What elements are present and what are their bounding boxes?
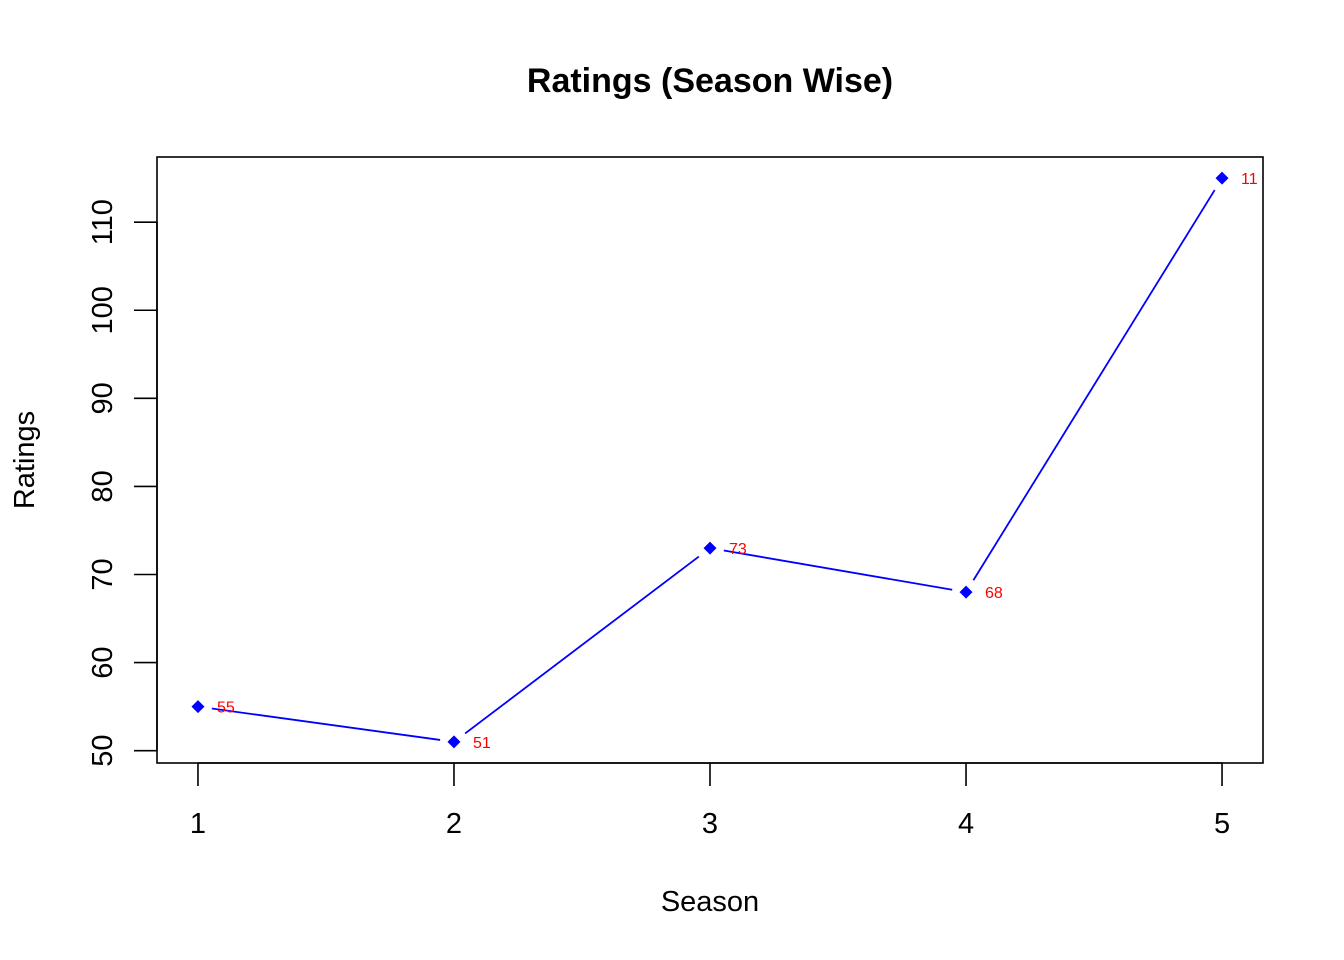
series-line-segment — [464, 555, 700, 735]
data-label: 73 — [729, 541, 747, 558]
y-tick-label: 50 — [87, 735, 119, 767]
y-tick-label: 90 — [87, 382, 119, 414]
data-label: 68 — [985, 585, 1003, 602]
x-axis: 1 2 3 4 5 — [190, 762, 1230, 840]
y-axis-label: Ratings — [9, 411, 41, 509]
x-axis-label: Season — [661, 886, 759, 918]
data-point-marker — [703, 541, 717, 555]
x-tick-label: 2 — [446, 808, 462, 840]
series-layer — [191, 171, 1229, 749]
series-line-segment — [723, 549, 953, 591]
y-tick-label: 110 — [87, 199, 119, 245]
y-tick-label: 60 — [87, 646, 119, 678]
y-tick-label: 100 — [87, 286, 119, 334]
plot-frame — [156, 156, 1264, 764]
x-tick-label: 5 — [1214, 808, 1230, 840]
chart-title: Ratings (Season Wise) — [527, 62, 893, 100]
x-tick-label: 4 — [958, 808, 974, 840]
y-tick-label: 70 — [87, 558, 119, 590]
series-line-segment — [972, 189, 1216, 581]
data-point-marker — [447, 735, 461, 749]
data-point-marker — [959, 585, 973, 599]
y-axis: 50 60 70 80 90 100 110 — [87, 199, 158, 767]
series-line-segment — [211, 707, 441, 741]
x-tick-label: 1 — [190, 808, 206, 840]
data-point-marker — [191, 700, 205, 714]
x-tick-label: 3 — [702, 808, 718, 840]
y-tick-label: 80 — [87, 470, 119, 502]
data-point-marker — [1215, 171, 1229, 185]
data-label: 55 — [217, 700, 235, 717]
data-label: 11 — [1241, 171, 1258, 188]
data-label-layer: 55 51 73 68 11 — [217, 171, 1258, 752]
data-label: 51 — [473, 735, 491, 752]
